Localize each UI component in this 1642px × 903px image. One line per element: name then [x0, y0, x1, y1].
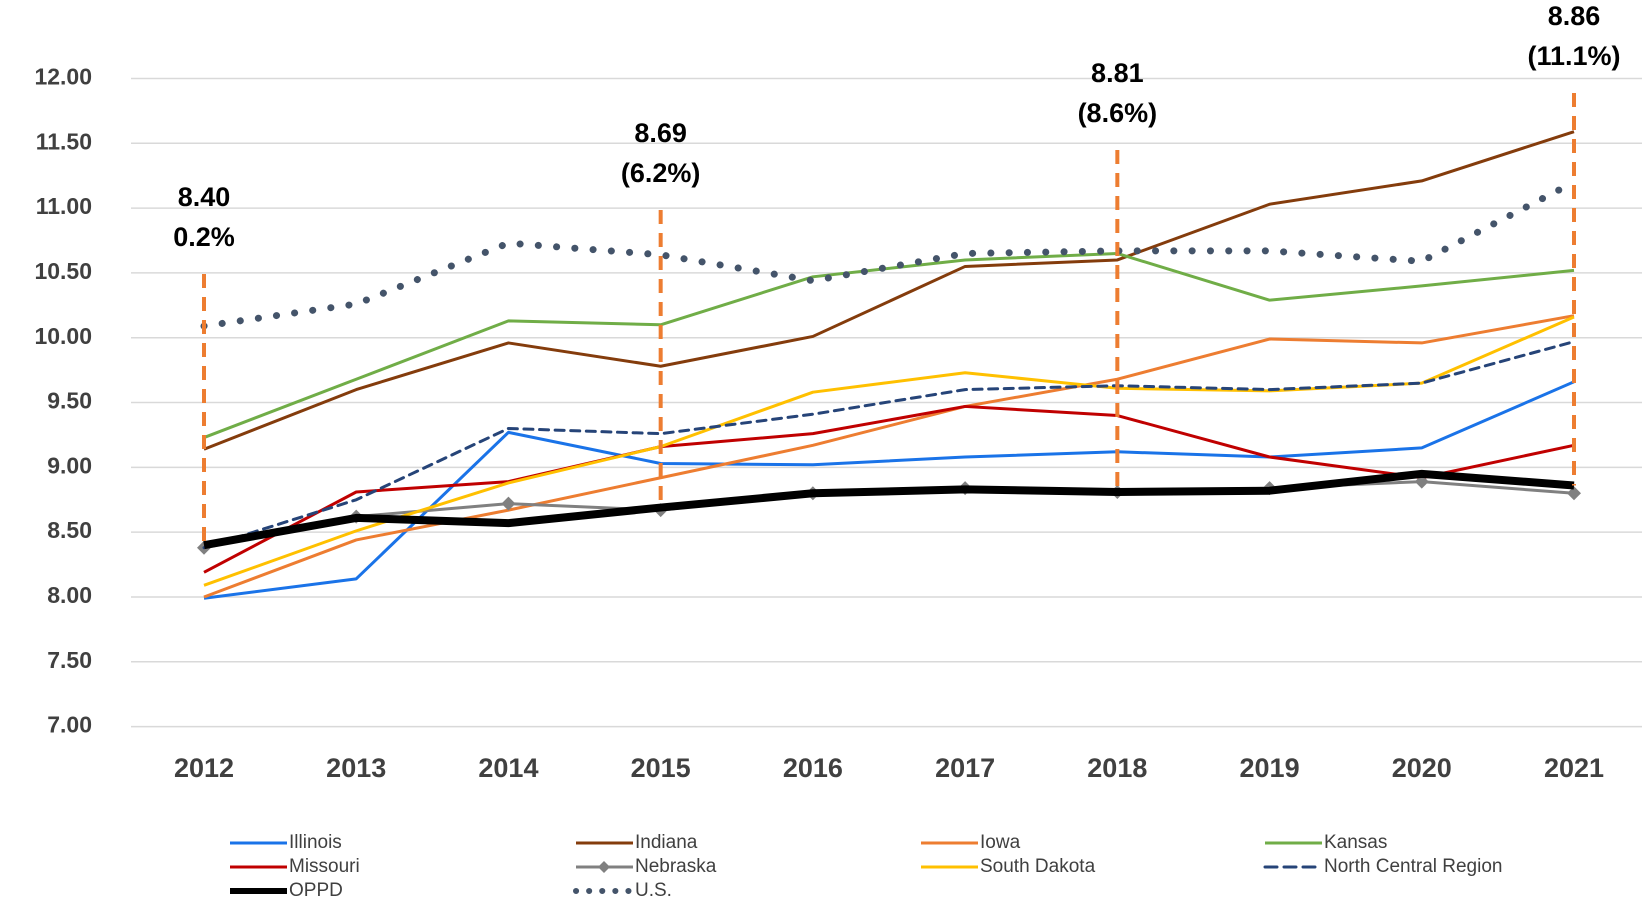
annotation-text: 8.40 — [178, 182, 231, 212]
series-line — [200, 178, 1578, 330]
legend-label: Missouri — [289, 856, 360, 877]
x-tick-label: 2020 — [1392, 753, 1452, 783]
legend-label: Iowa — [980, 832, 1021, 853]
y-tick-label: 8.50 — [47, 517, 92, 543]
series-line — [203, 404, 1575, 574]
legend-label: Illinois — [289, 832, 342, 853]
series-line — [203, 315, 1575, 587]
y-tick-label: 7.00 — [47, 712, 92, 738]
series-line — [203, 314, 1575, 599]
x-tick-label: 2019 — [1240, 753, 1300, 783]
x-tick-label: 2016 — [783, 753, 843, 783]
legend-label: U.S. — [635, 880, 672, 901]
y-tick-label: 11.50 — [36, 128, 92, 154]
y-tick-label: 11.00 — [36, 193, 92, 219]
x-tick-label: 2012 — [174, 753, 234, 783]
x-tick-label: 2018 — [1087, 753, 1147, 783]
legend-label: South Dakota — [980, 856, 1096, 877]
legend-label: Indiana — [635, 832, 698, 853]
y-tick-label: 10.50 — [34, 258, 92, 284]
legend-label: Nebraska — [635, 856, 717, 877]
annotation-text: 0.2% — [173, 222, 235, 252]
x-tick-label: 2015 — [631, 753, 691, 783]
legend-marker — [598, 861, 610, 873]
point-marker — [501, 496, 516, 511]
y-tick-label: 7.50 — [47, 647, 92, 673]
series-line — [203, 251, 1575, 439]
x-tick-label: 2021 — [1544, 753, 1604, 783]
annotation-text: (6.2%) — [621, 158, 701, 188]
point-marker — [1567, 486, 1581, 501]
annotation-text: (8.6%) — [1078, 98, 1158, 128]
annotation-text: (11.1%) — [1527, 41, 1620, 71]
x-tick-label: 2014 — [478, 753, 538, 783]
y-tick-label: 9.50 — [47, 388, 92, 414]
series-line — [203, 469, 1575, 550]
legend-label: OPPD — [289, 880, 343, 901]
x-tick-label: 2013 — [326, 753, 386, 783]
x-tick-label: 2017 — [935, 753, 995, 783]
legend-label: North Central Region — [1324, 856, 1502, 877]
legend-label: Kansas — [1324, 832, 1387, 853]
series-line — [203, 130, 1575, 451]
series-line — [202, 340, 1576, 550]
y-tick-label: 9.00 — [47, 452, 92, 478]
y-tick-label: 8.00 — [47, 582, 92, 608]
y-tick-label: 12.00 — [34, 64, 92, 90]
y-tick-label: 10.00 — [34, 323, 92, 349]
annotation-text: 8.86 — [1548, 1, 1601, 31]
annotation-text: 8.69 — [634, 118, 687, 148]
annotation-text: 8.81 — [1091, 58, 1144, 88]
